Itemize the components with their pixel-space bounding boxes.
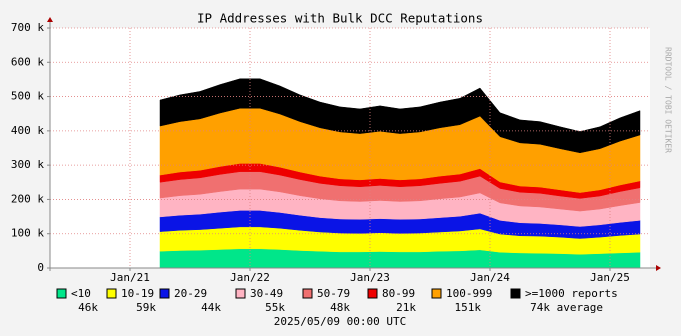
legend-swatch <box>235 288 246 299</box>
legend-label: >=1000 reports <box>525 287 618 300</box>
x-tick-label: Jan/24 <box>470 271 510 284</box>
axis-arrow <box>656 265 661 271</box>
legend-average: 74k average <box>530 301 603 314</box>
legend-swatch <box>510 288 521 299</box>
legend-label: 10-19 <box>121 287 154 300</box>
legend-swatch <box>431 288 442 299</box>
legend-label: 50-79 <box>317 287 350 300</box>
legend-average: 44k <box>201 301 221 314</box>
y-tick-label: 600 k <box>11 55 44 68</box>
legend-label: 20-29 <box>174 287 207 300</box>
legend-label: 80-99 <box>382 287 415 300</box>
legend-average: 48k <box>330 301 350 314</box>
y-tick-label: 200 k <box>11 192 44 205</box>
area <box>159 78 641 154</box>
y-tick-label: 300 k <box>11 158 44 171</box>
y-tick-label: 100 k <box>11 227 44 240</box>
legend-swatch <box>159 288 170 299</box>
legend-label: 30-49 <box>250 287 283 300</box>
legend-average: 59k <box>136 301 156 314</box>
legend-average: 151k <box>455 301 482 314</box>
y-tick-label: 400 k <box>11 124 44 137</box>
legend-swatch <box>367 288 378 299</box>
axis-arrow <box>47 17 53 22</box>
legend-label: <10 <box>71 287 91 300</box>
legend-swatch <box>106 288 117 299</box>
legend-average: 55k <box>265 301 285 314</box>
legend-average: 46k <box>78 301 98 314</box>
x-tick-label: Jan/23 <box>350 271 390 284</box>
footer: 2025/05/09 00:00 UTC <box>274 315 406 328</box>
legend-average: 21k <box>396 301 416 314</box>
legend-label: 100-999 <box>446 287 492 300</box>
y-tick-label: 0 <box>37 261 44 274</box>
y-tick-label: 500 k <box>11 90 44 103</box>
watermark: RRDTOOL / TOBI OETIKER <box>664 47 673 153</box>
x-tick-label: Jan/25 <box>590 271 630 284</box>
legend-swatch <box>302 288 313 299</box>
x-tick-label: Jan/22 <box>230 271 270 284</box>
y-tick-label: 700 k <box>11 21 44 34</box>
x-tick-label: Jan/21 <box>110 271 150 284</box>
chart-title: IP Addresses with Bulk DCC Reputations <box>197 11 483 26</box>
legend-swatch <box>56 288 67 299</box>
